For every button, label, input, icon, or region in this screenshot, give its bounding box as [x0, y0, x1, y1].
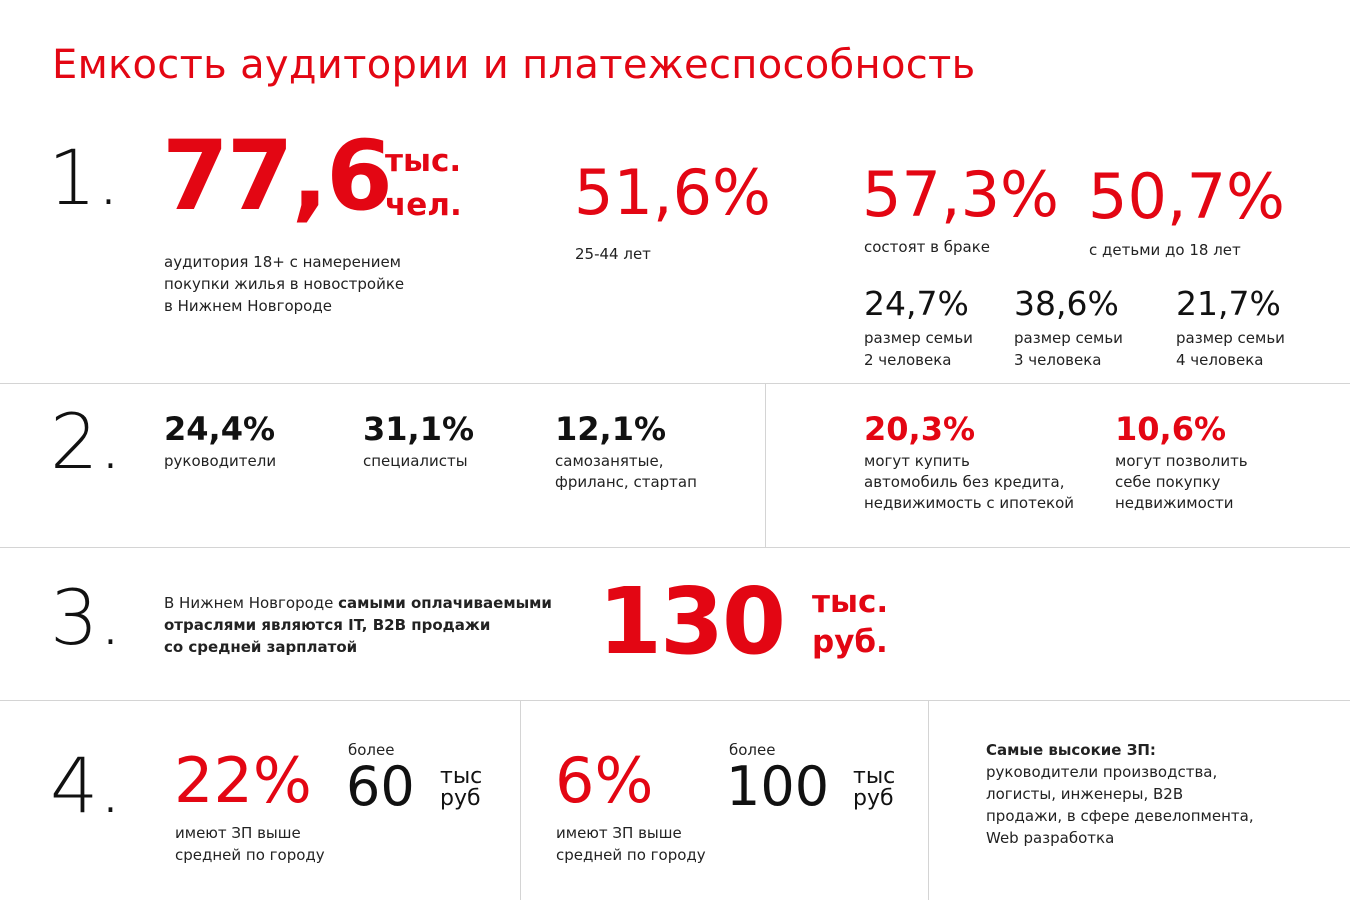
salary-text-line2: отраслями являются IT, B2B продажи — [164, 616, 491, 634]
family-3-value: 38,6% — [1014, 284, 1119, 323]
divider-v-s4a — [520, 701, 521, 900]
married-value: 57,3% — [862, 158, 1059, 231]
children-value: 50,7% — [1088, 160, 1285, 233]
top-salaries-line-2: логисты, инженеры, B2B — [986, 785, 1184, 803]
buy-property-line3: недвижимости — [1115, 494, 1234, 512]
age-value: 51,6% — [574, 156, 771, 229]
role-managers-caption: руководители — [164, 452, 277, 470]
audience-caption-2: покупки жилья в новостройке — [164, 275, 405, 293]
above-avg-100-unit-1: тыс — [853, 764, 896, 789]
role-selfemployed-line2: фриланс, стартап — [555, 473, 697, 491]
buy-car-value: 20,3% — [864, 410, 976, 448]
salary-text-bold-1: самыми оплачиваемыми — [338, 594, 552, 612]
buy-property-value: 10,6% — [1115, 410, 1227, 448]
section-number-4: 4. — [50, 741, 123, 830]
family-4-line2: 4 человека — [1176, 351, 1264, 369]
family-3-line1: размер семьи — [1014, 329, 1123, 347]
buy-car-line3: недвижимость с ипотекой — [864, 494, 1075, 512]
above-avg-60-percent: 22% — [174, 744, 312, 817]
role-selfemployed-line1: самозанятые, — [555, 452, 664, 470]
buy-car-line2: автомобиль без кредита, — [864, 473, 1065, 491]
role-managers-value: 24,4% — [164, 410, 276, 448]
top-salaries-line-4: Web разработка — [986, 829, 1115, 847]
top-salaries-title: Самые высокие ЗП: — [986, 741, 1156, 759]
family-3-line2: 3 человека — [1014, 351, 1102, 369]
salary-text-line3: со средней зарплатой — [164, 638, 358, 656]
divider-v-s4b — [928, 701, 929, 900]
divider-1 — [0, 383, 1350, 384]
family-2-line1: размер семьи — [864, 329, 973, 347]
audience-value: 77,6 — [162, 120, 393, 232]
family-2-value: 24,7% — [864, 284, 969, 323]
role-specialists-caption: специалисты — [363, 452, 468, 470]
audience-unit-1: тыс. — [385, 143, 462, 179]
role-selfemployed-value: 12,1% — [555, 410, 667, 448]
top-salaries-line-3: продажи, в сфере девелопмента, — [986, 807, 1254, 825]
above-avg-100-percent: 6% — [555, 744, 654, 817]
salary-text-line1: В Нижнем Новгороде самыми оплачиваемыми — [164, 592, 552, 614]
above-avg-60-unit-1: тыс — [440, 764, 483, 789]
above-avg-60-caption-2: средней по городу — [175, 846, 325, 864]
buy-property-line1: могут позволить — [1115, 452, 1248, 470]
above-avg-60-amount: 60 — [346, 755, 415, 818]
role-specialists-value: 31,1% — [363, 410, 475, 448]
above-avg-100-unit-2: руб — [853, 786, 894, 811]
above-avg-100-more: более — [729, 741, 776, 759]
above-avg-100-caption-1: имеют ЗП выше — [556, 824, 682, 842]
family-4-line1: размер семьи — [1176, 329, 1285, 347]
divider-v-s2 — [765, 384, 766, 547]
section-number-1: 1. — [48, 133, 121, 222]
family-2-line2: 2 человека — [864, 351, 952, 369]
above-avg-100-caption-2: средней по городу — [556, 846, 706, 864]
salary-unit-2: руб. — [812, 624, 888, 660]
buy-car-line1: могут купить — [864, 452, 970, 470]
buy-property-line2: себе покупку — [1115, 473, 1221, 491]
children-caption: с детьми до 18 лет — [1089, 241, 1241, 259]
salary-text-plain: В Нижнем Новгороде — [164, 594, 339, 612]
age-caption: 25-44 лет — [575, 245, 651, 263]
top-salaries-line-1: руководители производства, — [986, 763, 1218, 781]
above-avg-60-caption-1: имеют ЗП выше — [175, 824, 301, 842]
audience-caption-1: аудитория 18+ с намерением — [164, 253, 401, 271]
above-avg-60-more: более — [348, 741, 395, 759]
audience-unit-2: чел. — [385, 187, 462, 223]
above-avg-100-amount: 100 — [726, 755, 830, 818]
section-number-2: 2. — [50, 397, 123, 486]
divider-2 — [0, 547, 1350, 548]
page-title: Емкость аудитории и платежеспособность — [52, 42, 976, 88]
married-caption: состоят в браке — [864, 238, 990, 256]
above-avg-60-unit-2: руб — [440, 786, 481, 811]
salary-unit-1: тыс. — [812, 584, 889, 620]
family-4-value: 21,7% — [1176, 284, 1281, 323]
audience-caption-3: в Нижнем Новгороде — [164, 297, 332, 315]
salary-value: 130 — [598, 568, 786, 675]
divider-3 — [0, 700, 1350, 701]
section-number-3: 3. — [50, 573, 123, 662]
